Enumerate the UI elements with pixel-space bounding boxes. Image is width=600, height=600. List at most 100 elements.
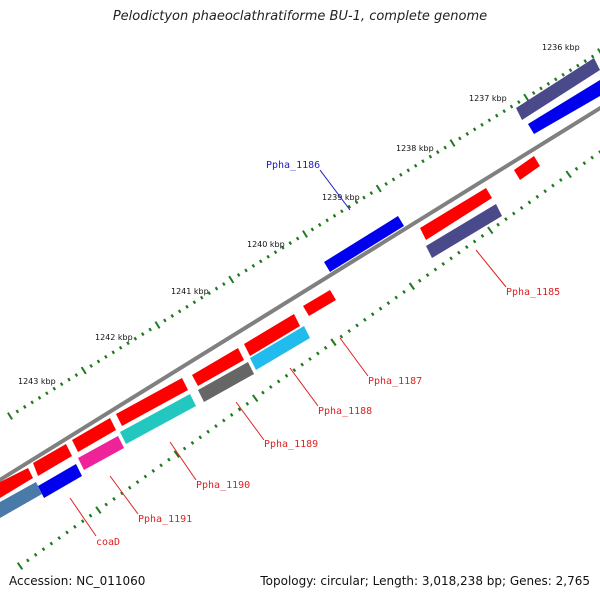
outer-tick-mark	[266, 254, 270, 259]
outer-tick-mark	[170, 313, 175, 318]
outer-tick-mark	[258, 259, 263, 264]
leader-line-ppha1185	[475, 249, 507, 288]
map-title: Pelodictyon phaeoclathratiforme BU-1, co…	[112, 9, 488, 24]
outer-tick-mark	[399, 172, 403, 177]
gene-block-gray[interactable]	[198, 362, 254, 402]
inner-tick-mark	[551, 183, 555, 188]
outer-tick-mark	[273, 250, 278, 255]
inner-tick-mark	[245, 401, 250, 406]
inner-tick-mark	[229, 412, 234, 417]
inner-tick-mark	[190, 440, 195, 445]
cds-block[interactable]	[0, 468, 33, 498]
gene-block-ppha1186[interactable]	[324, 216, 404, 272]
outer-tick-mark	[428, 154, 433, 159]
inner-tick-mark	[73, 524, 77, 529]
inner-tick-mark	[386, 301, 391, 306]
outer-tick-mark	[494, 113, 499, 118]
genome-backbone	[0, 105, 600, 483]
inner-tick-mark	[104, 502, 109, 507]
gene-label-coad[interactable]: coaD	[96, 537, 120, 548]
leader-line-ppha1189	[235, 401, 265, 441]
outer-tick-mark	[89, 364, 93, 368]
inner-tick-mark	[363, 317, 367, 322]
inner-tick-mark	[198, 435, 203, 440]
gene-block-sky[interactable]	[250, 326, 310, 370]
inner-tick-mark	[251, 394, 259, 402]
inner-tick-mark	[558, 178, 563, 182]
kbp-label-1238: 1238 kbp	[396, 144, 434, 153]
outer-tick-mark	[539, 86, 543, 91]
kbp-label-1240: 1240 kbp	[247, 240, 285, 249]
cds-block[interactable]	[514, 156, 540, 180]
outer-tick-mark	[163, 318, 167, 323]
outer-tick-mark	[465, 131, 470, 136]
outer-tick-mark	[590, 54, 595, 59]
inner-tick-mark	[284, 373, 289, 378]
feature-track-genes	[0, 80, 600, 518]
outer-tick-mark	[509, 104, 514, 109]
inner-tick-mark	[167, 457, 171, 462]
inner-tick-mark	[472, 239, 477, 244]
gene-block-blue[interactable]	[38, 464, 82, 498]
inner-tick-mark	[268, 385, 273, 389]
leader-line-ppha1186	[319, 169, 351, 211]
outer-tick-mark	[546, 81, 551, 86]
inner-tick-mark	[57, 536, 62, 540]
gene-label-ppha1190[interactable]: Ppha_1190	[196, 480, 250, 491]
outer-tick-mark	[228, 275, 235, 284]
gene-label-ppha1185[interactable]: Ppha_1185	[506, 287, 560, 298]
outer-tick-mark	[480, 122, 484, 127]
cds-block[interactable]	[192, 348, 244, 386]
gene-block-magenta[interactable]	[78, 436, 124, 470]
feature-track-reverse	[324, 58, 600, 272]
gene-label-ppha1189[interactable]: Ppha_1189	[264, 439, 318, 450]
feature-track-forward	[0, 156, 540, 498]
outer-tick-mark	[583, 59, 588, 64]
gene-block-slate[interactable]	[426, 204, 502, 258]
cds-block[interactable]	[33, 444, 72, 476]
outer-tick-mark	[517, 100, 521, 104]
outer-tick-mark	[487, 118, 492, 123]
inner-tick-mark	[355, 323, 359, 328]
gene-label-ppha1187[interactable]: Ppha_1187	[368, 376, 422, 387]
outer-tick-mark	[369, 191, 374, 195]
outer-tick-mark	[140, 332, 145, 337]
outer-tick-mark	[302, 230, 308, 238]
inner-tick-mark	[33, 552, 38, 557]
outer-tick-mark	[597, 48, 600, 54]
outer-tick-mark	[67, 377, 71, 382]
outer-tick-mark	[244, 268, 248, 273]
cds-block[interactable]	[303, 290, 336, 316]
inner-tick-mark	[206, 429, 210, 434]
outer-tick-mark	[523, 93, 530, 102]
gene-block-teal[interactable]	[120, 394, 196, 444]
outer-tick-mark	[317, 222, 322, 227]
cds-block[interactable]	[116, 378, 188, 426]
gene-block-steel[interactable]	[0, 482, 42, 518]
inner-tick-mark	[330, 338, 337, 347]
outer-tick-mark	[458, 136, 462, 141]
gene-block-slate-top[interactable]	[516, 58, 600, 120]
cds-block[interactable]	[244, 314, 300, 356]
outer-tick-mark	[214, 286, 219, 291]
gene-block-blue-upper[interactable]	[528, 80, 600, 134]
gene-label-ppha1186[interactable]: Ppha_1186	[266, 160, 320, 171]
outer-tick-mark	[340, 209, 344, 214]
outer-tick-mark	[347, 204, 352, 209]
outer-tick-mark	[251, 263, 256, 268]
gene-label-ppha1188[interactable]: Ppha_1188	[318, 406, 372, 417]
inner-tick-mark	[316, 351, 320, 356]
gene-label-ppha1191[interactable]: Ppha_1191	[138, 514, 192, 525]
inner-tick-mark	[323, 345, 328, 350]
inner-tick-mark	[496, 222, 500, 227]
outer-tick-mark	[568, 68, 573, 73]
inner-tick-mark	[527, 200, 532, 205]
cds-block[interactable]	[420, 188, 492, 240]
cds-block[interactable]	[72, 418, 116, 452]
inner-tick-mark	[16, 562, 24, 570]
outer-tick-mark	[80, 366, 87, 375]
outer-tick-mark	[406, 168, 411, 173]
inner-tick-mark	[425, 273, 430, 278]
outer-tick-mark	[281, 245, 285, 250]
